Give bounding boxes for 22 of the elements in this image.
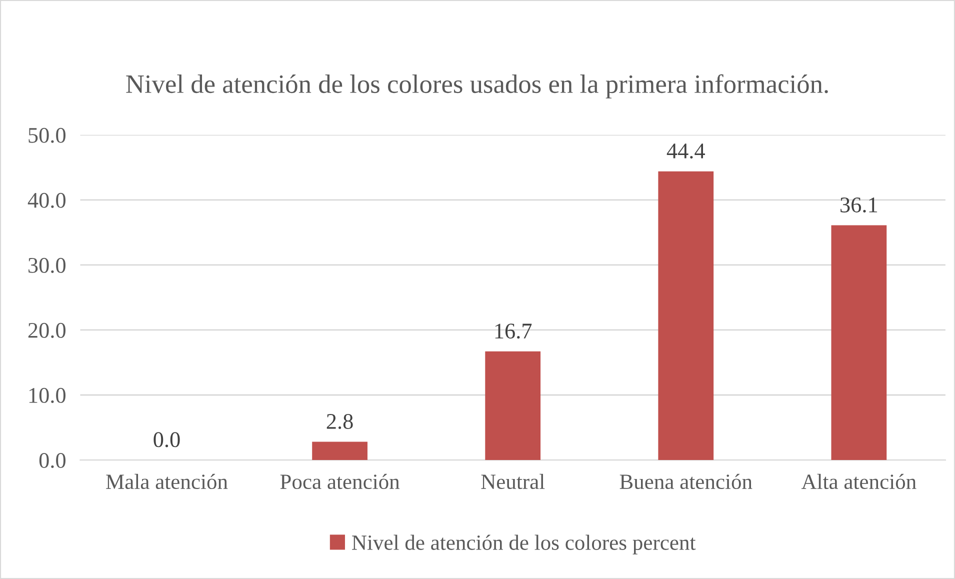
- data-label: 16.7: [495, 324, 532, 339]
- y-tick-label: 40.0: [28, 192, 66, 208]
- bar: [312, 442, 368, 460]
- y-tick-label: 10.0: [29, 388, 66, 404]
- x-tick-label: Alta atención: [801, 474, 916, 490]
- x-tick-label: Neutral: [481, 474, 545, 490]
- legend-label: Nivel de atención de los colores percent: [352, 534, 696, 554]
- data-label: 2.8: [326, 414, 353, 430]
- chart-title: Nivel de atención de los colores usados en la primera información.: [126, 74, 828, 98]
- data-label: 36.1: [840, 198, 878, 213]
- x-tick-label: Buena atención: [620, 474, 752, 490]
- y-tick-label: 30.0: [28, 258, 66, 273]
- data-label: 44.4: [666, 144, 705, 159]
- bar: [485, 351, 541, 460]
- bar: [658, 171, 714, 460]
- y-tick-label: 0.0: [39, 452, 66, 468]
- x-tick-label: Mala atención: [106, 474, 228, 490]
- data-label: 0.0: [154, 432, 180, 448]
- y-tick-label: 50.0: [28, 128, 66, 143]
- bar: [831, 225, 887, 460]
- x-tick-label: Poca atención: [280, 474, 400, 490]
- y-tick-label: 20.0: [28, 322, 66, 338]
